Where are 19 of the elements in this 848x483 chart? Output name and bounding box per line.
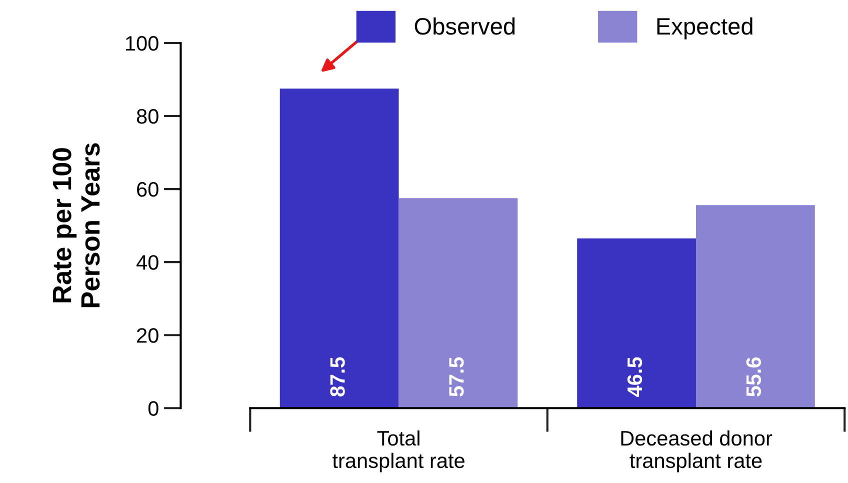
- y-tick-label: 20: [137, 328, 158, 343]
- bar: [696, 205, 815, 408]
- data-label: 87.5: [330, 357, 345, 397]
- bar: [280, 88, 399, 408]
- data-label: 46.5: [627, 357, 642, 397]
- legend-label: Observed: [414, 17, 515, 35]
- x-tick-label: Deceased donor transplant rate: [621, 430, 772, 472]
- bar: [398, 198, 518, 408]
- legend-label: Expected: [657, 17, 752, 40]
- y-tick-label: 100: [126, 36, 158, 51]
- y-axis-title: Rate per 100 Person Years: [52, 143, 100, 308]
- y-tick-label: 0: [148, 401, 158, 416]
- data-label: 55.6: [746, 357, 762, 397]
- y-tick-label: 60: [137, 182, 158, 197]
- x-tick-label: Total transplant rate: [332, 430, 464, 472]
- bar: [577, 238, 696, 408]
- y-tick-label: 40: [136, 255, 158, 270]
- data-label: 57.5: [449, 357, 464, 397]
- y-tick-label: 80: [136, 109, 158, 124]
